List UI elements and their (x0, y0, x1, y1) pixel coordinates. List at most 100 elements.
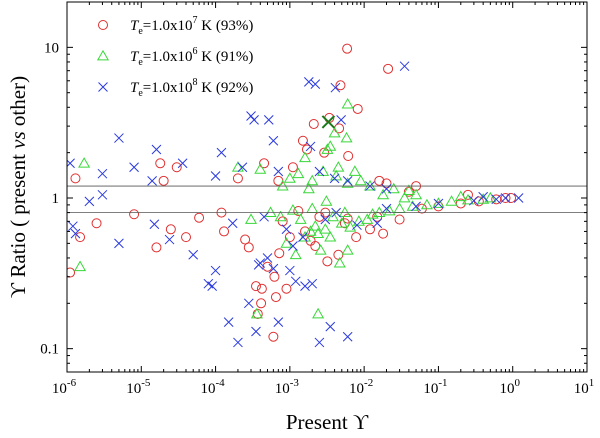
data-point-x (243, 298, 254, 309)
data-point-x (246, 111, 256, 121)
data-point-x (223, 317, 234, 327)
data-point-circle (129, 209, 140, 220)
data-point-triangle (335, 217, 348, 228)
legend-marker-triangle (96, 49, 110, 61)
data-point-triangle (244, 213, 258, 224)
data-point-triangle (304, 225, 317, 236)
data-point-circle (301, 144, 312, 155)
data-point-circle (256, 283, 267, 294)
data-point-triangle (332, 161, 345, 172)
data-point-circle (342, 43, 353, 54)
data-point-circle (322, 256, 333, 267)
data-point-x (262, 253, 273, 263)
data-point-triangle (377, 188, 390, 200)
data-point-triangle (398, 191, 411, 203)
y-tick-label: 1 (52, 191, 60, 207)
data-point-circle (333, 249, 344, 260)
data-point-triangle (373, 206, 386, 217)
data-point-x (147, 175, 157, 186)
data-point-triangle (78, 157, 91, 168)
data-point-x (273, 317, 284, 327)
data-point-circle (300, 226, 311, 237)
data-point-circle (297, 135, 308, 146)
data-point-triangle (298, 151, 312, 163)
data-point-triangle (319, 223, 332, 234)
data-point-circle (250, 281, 261, 292)
data-point-triangle (348, 165, 361, 176)
data-point-x (114, 238, 124, 249)
data-point-x (469, 195, 479, 206)
reference-lines (67, 185, 587, 214)
data-point-triangle (309, 220, 322, 231)
data-point-triangle (312, 307, 325, 319)
data-point-x (307, 278, 318, 289)
data-point-x (500, 193, 511, 203)
data-point-triangle (328, 126, 341, 138)
data-point-triangle (352, 215, 365, 226)
data-point-triangle (363, 179, 377, 191)
data-point-circle (281, 283, 292, 294)
data-point-triangle (402, 184, 415, 195)
data-point-circle (70, 173, 81, 184)
legend-label: Te=1.0x108 K (92%) (130, 77, 253, 99)
data-point-x (513, 193, 524, 203)
data-point-circle (342, 213, 353, 224)
data-point-x (70, 228, 81, 239)
data-point-circle (259, 158, 270, 169)
data-point-triangle (250, 307, 263, 319)
data-point-triangle (264, 206, 277, 217)
data-point-x (233, 337, 243, 348)
data-point-x (298, 232, 308, 242)
data-point-circle (319, 147, 330, 158)
data-point-x (290, 276, 301, 287)
data-point-circle (383, 63, 394, 74)
data-point-x (320, 214, 331, 225)
data-point-x (342, 175, 353, 186)
data-point-circle (500, 193, 511, 204)
legend-marker-circle (98, 20, 108, 30)
data-point-triangle (333, 256, 346, 268)
data-point-x (237, 162, 248, 173)
data-point-circle (155, 158, 166, 169)
data-point-circle (269, 271, 280, 282)
data-point-x (336, 115, 346, 125)
data-point-x (325, 321, 336, 332)
x-axis-label: Present ϒ (286, 410, 369, 434)
series-x (67, 61, 524, 348)
data-point-triangle (276, 179, 289, 191)
data-point-circle (232, 173, 243, 184)
data-point-circle (308, 118, 319, 129)
data-point-circle (219, 226, 230, 237)
data-point-x (411, 201, 421, 212)
data-point-circle (381, 178, 392, 189)
data-point-triangle (387, 182, 400, 194)
data-point-circle (243, 242, 254, 253)
data-point-x (207, 281, 218, 291)
data-point-x (273, 166, 284, 177)
legend-item: Te=1.0x107 K (93%) (98, 15, 253, 37)
data-point-triangle (320, 195, 333, 206)
plot-frame (66, 1, 588, 373)
y-tick-label: 0.1 (40, 342, 59, 358)
data-point-triangle (341, 244, 354, 255)
data-point-x (305, 141, 316, 152)
data-point-circle (67, 267, 76, 278)
data-point-triangle (286, 204, 299, 215)
data-point-triangle (410, 188, 423, 200)
data-point-circle (394, 214, 405, 225)
data-point-triangle (274, 210, 287, 222)
data-point-x (177, 158, 188, 169)
legend: Te=1.0x107 K (93%) Te=1.0x106 K (91%) Te=1… (96, 15, 253, 99)
data-point-x (84, 196, 95, 207)
data-point-x (300, 281, 310, 291)
data-point-x (491, 194, 502, 205)
data-point-triangle (383, 204, 396, 216)
data-point-triangle (314, 244, 327, 255)
data-point-circle (352, 103, 363, 114)
data-point-triangle (254, 163, 267, 174)
data-point-triangle (292, 167, 305, 179)
data-point-circle (335, 80, 346, 91)
data-point-triangle (420, 198, 433, 210)
data-point-x (285, 265, 295, 276)
